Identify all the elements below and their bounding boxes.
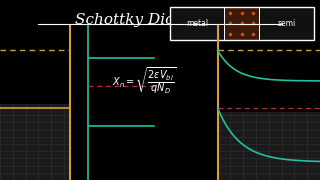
FancyBboxPatch shape <box>0 104 70 180</box>
FancyBboxPatch shape <box>218 112 320 180</box>
Text: metal: metal <box>186 19 208 28</box>
FancyBboxPatch shape <box>224 7 259 40</box>
Text: semi: semi <box>277 19 295 28</box>
Text: $X_n = \sqrt{\dfrac{2\epsilon V_{bi}}{q N_D}}$: $X_n = \sqrt{\dfrac{2\epsilon V_{bi}}{q … <box>112 66 176 96</box>
Text: Schottky Diode Part 2: Schottky Diode Part 2 <box>75 13 245 27</box>
Text: $X_n$: $X_n$ <box>255 13 270 27</box>
FancyBboxPatch shape <box>170 7 224 40</box>
FancyBboxPatch shape <box>259 7 314 40</box>
